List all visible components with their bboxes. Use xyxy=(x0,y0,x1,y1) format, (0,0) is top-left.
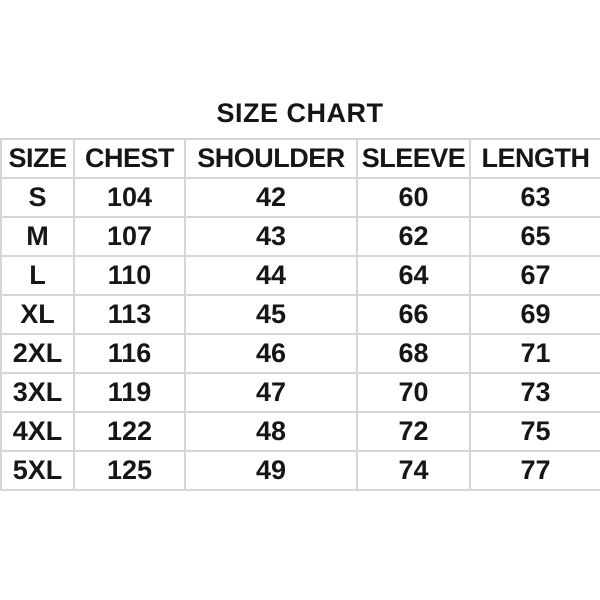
cell-shoulder: 44 xyxy=(184,255,358,296)
cell-chest: 113 xyxy=(73,294,186,335)
cell-sleeve: 68 xyxy=(356,333,471,374)
table-row-3xl: 3XL 119 47 70 73 xyxy=(0,372,600,413)
table-row-s: S 104 42 60 63 xyxy=(0,177,600,218)
table-row-m: M 107 43 62 65 xyxy=(0,216,600,257)
cell-sleeve: 66 xyxy=(356,294,471,335)
cell-sleeve: 64 xyxy=(356,255,471,296)
cell-shoulder: 47 xyxy=(184,372,358,413)
table-row-5xl: 5XL 125 49 74 77 xyxy=(0,450,600,491)
cell-size-label: M xyxy=(0,216,75,257)
cell-chest: 119 xyxy=(73,372,186,413)
cell-length: 67 xyxy=(469,255,600,296)
cell-sleeve: 60 xyxy=(356,177,471,218)
cell-length: 75 xyxy=(469,411,600,452)
column-header-sleeve: SLEEVE xyxy=(356,138,471,179)
table-row-l: L 110 44 64 67 xyxy=(0,255,600,296)
cell-sleeve: 62 xyxy=(356,216,471,257)
cell-shoulder: 43 xyxy=(184,216,358,257)
table-row-xl: XL 113 45 66 69 xyxy=(0,294,600,335)
cell-chest: 110 xyxy=(73,255,186,296)
cell-length: 71 xyxy=(469,333,600,374)
cell-sleeve: 70 xyxy=(356,372,471,413)
cell-size-label: S xyxy=(0,177,75,218)
cell-size-label: 3XL xyxy=(0,372,75,413)
column-header-shoulder: SHOULDER xyxy=(184,138,358,179)
cell-sleeve: 74 xyxy=(356,450,471,491)
cell-size-label: L xyxy=(0,255,75,296)
cell-shoulder: 42 xyxy=(184,177,358,218)
cell-shoulder: 45 xyxy=(184,294,358,335)
cell-shoulder: 49 xyxy=(184,450,358,491)
table-row-4xl: 4XL 122 48 72 75 xyxy=(0,411,600,452)
cell-size-label: XL xyxy=(0,294,75,335)
cell-size-label: 5XL xyxy=(0,450,75,491)
cell-length: 65 xyxy=(469,216,600,257)
cell-shoulder: 48 xyxy=(184,411,358,452)
cell-size-label: 2XL xyxy=(0,333,75,374)
column-header-chest: CHEST xyxy=(73,138,186,179)
cell-length: 77 xyxy=(469,450,600,491)
page-title: SIZE CHART xyxy=(216,98,384,128)
cell-length: 69 xyxy=(469,294,600,335)
cell-chest: 122 xyxy=(73,411,186,452)
cell-sleeve: 72 xyxy=(356,411,471,452)
cell-chest: 125 xyxy=(73,450,186,491)
table-row-2xl: 2XL 116 46 68 71 xyxy=(0,333,600,374)
column-header-length: LENGTH xyxy=(469,138,600,179)
cell-shoulder: 46 xyxy=(184,333,358,374)
cell-chest: 116 xyxy=(73,333,186,374)
cell-chest: 104 xyxy=(73,177,186,218)
table-header-row: SIZE CHEST SHOULDER SLEEVE LENGTH xyxy=(0,138,600,179)
cell-size-label: 4XL xyxy=(0,411,75,452)
cell-chest: 107 xyxy=(73,216,186,257)
cell-length: 73 xyxy=(469,372,600,413)
cell-length: 63 xyxy=(469,177,600,218)
column-header-size: SIZE xyxy=(0,138,75,179)
size-chart-table: SIZE CHEST SHOULDER SLEEVE LENGTH S 104 … xyxy=(0,138,600,491)
